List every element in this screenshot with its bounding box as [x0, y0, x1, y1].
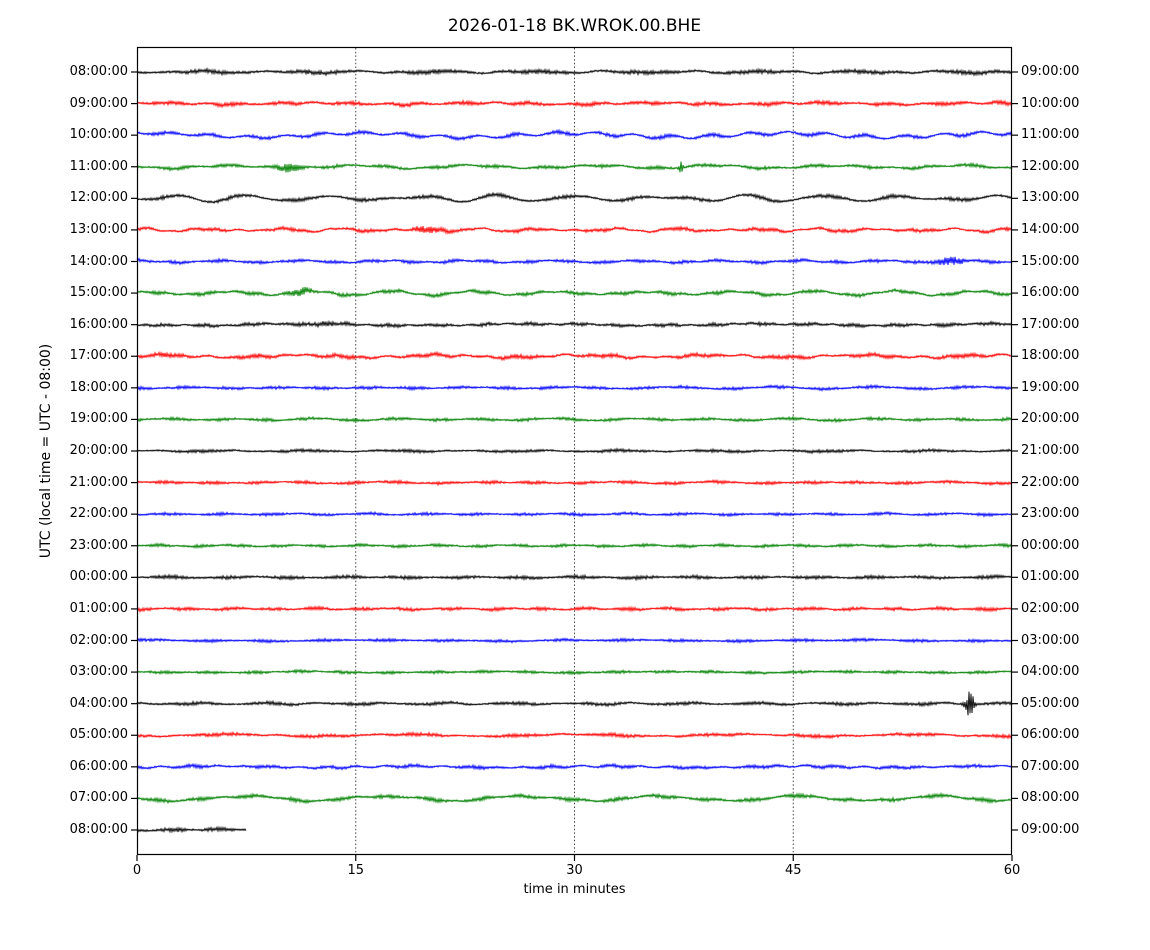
utc-start-label: 21:00:00: [69, 474, 128, 490]
utc-start-label: 13:00:00: [69, 221, 128, 237]
utc-end-label: 19:00:00: [1021, 379, 1080, 395]
trace-row: [136, 287, 1013, 299]
utc-end-label: 02:00:00: [1021, 600, 1080, 616]
utc-start-label: 23:00:00: [69, 537, 128, 553]
utc-end-label: 13:00:00: [1021, 190, 1080, 206]
utc-start-label: 05:00:00: [69, 727, 128, 743]
utc-start-label: 08:00:00: [69, 64, 128, 79]
trace-row: [136, 510, 1013, 518]
utc-start-label: 22:00:00: [69, 506, 128, 522]
utc-end-label: 10:00:00: [1021, 95, 1080, 111]
x-tick-label: 45: [784, 863, 802, 878]
utc-start-label: 20:00:00: [69, 443, 128, 458]
utc-start-label: 15:00:00: [69, 285, 128, 301]
utc-start-label: 16:00:00: [69, 316, 128, 332]
utc-end-label: 16:00:00: [1021, 285, 1080, 301]
utc-start-label: 04:00:00: [69, 695, 128, 711]
utc-end-label: 22:00:00: [1021, 474, 1080, 490]
utc-start-label: 00:00:00: [69, 569, 128, 585]
trace-row: [136, 636, 1013, 645]
utc-end-label: 03:00:00: [1021, 632, 1080, 648]
utc-start-label: 01:00:00: [69, 600, 128, 616]
utc-start-label: 03:00:00: [69, 664, 128, 680]
trace-row: [136, 225, 1013, 235]
plot-frame: [136, 46, 1013, 856]
trace-row: [136, 383, 1013, 392]
utc-end-label: 14:00:00: [1021, 221, 1080, 237]
x-tick-label: 30: [566, 863, 583, 878]
utc-end-label: 17:00:00: [1021, 316, 1080, 332]
utc-end-label: 21:00:00: [1021, 443, 1080, 458]
trace-row: [136, 825, 247, 834]
trace-row: [136, 478, 1013, 487]
trace-row: [136, 66, 1013, 77]
utc-start-label: 09:00:00: [69, 95, 128, 111]
utc-end-label: 09:00:00: [1021, 64, 1080, 79]
utc-end-label: 04:00:00: [1021, 664, 1080, 680]
utc-start-label: 08:00:00: [69, 822, 128, 837]
x-axis-label: time in minutes: [523, 882, 626, 897]
trace-row: [136, 191, 1013, 205]
trace-row: [136, 319, 1013, 329]
trace-row: [136, 161, 1013, 173]
trace-row: [136, 350, 1013, 362]
x-tick-label: 15: [347, 863, 365, 878]
utc-start-label: 06:00:00: [69, 758, 128, 774]
utc-start-label: 10:00:00: [69, 127, 128, 143]
utc-end-label: 15:00:00: [1021, 253, 1080, 269]
trace-row: [136, 762, 1013, 771]
utc-start-label: 19:00:00: [69, 411, 128, 427]
x-tick-label: 0: [132, 863, 142, 878]
utc-start-label: 14:00:00: [69, 253, 128, 269]
trace-row: [136, 730, 1013, 740]
utc-end-label: 00:00:00: [1021, 537, 1080, 553]
trace-row: [136, 447, 1013, 455]
trace-row: [136, 604, 1013, 614]
utc-start-label: 07:00:00: [69, 790, 128, 806]
utc-end-label: 09:00:00: [1021, 822, 1080, 837]
trace-row: [136, 256, 1013, 266]
utc-start-label: 12:00:00: [69, 190, 128, 206]
trace-row: [136, 668, 1013, 676]
trace-row: [136, 573, 1013, 582]
trace-row: [136, 791, 1013, 805]
utc-start-label: 02:00:00: [69, 632, 128, 648]
utc-start-label: 11:00:00: [69, 158, 128, 174]
utc-end-label: 12:00:00: [1021, 158, 1080, 174]
utc-end-label: 07:00:00: [1021, 758, 1080, 774]
trace-row: [136, 98, 1013, 109]
trace-row: [136, 128, 1013, 142]
x-tick-label: 60: [1003, 863, 1021, 878]
utc-end-label: 11:00:00: [1021, 127, 1080, 143]
trace-row: [136, 691, 1013, 716]
utc-end-label: 01:00:00: [1021, 569, 1080, 585]
trace-row: [136, 415, 1013, 424]
utc-end-label: 06:00:00: [1021, 727, 1080, 743]
utc-end-label: 23:00:00: [1021, 506, 1080, 522]
utc-end-label: 18:00:00: [1021, 348, 1080, 364]
chart-title: 2026-01-18 BK.WROK.00.BHE: [447, 16, 702, 36]
utc-end-label: 08:00:00: [1021, 790, 1080, 806]
utc-start-label: 18:00:00: [69, 379, 128, 395]
utc-start-label: 17:00:00: [69, 348, 128, 364]
trace-row: [136, 542, 1013, 550]
utc-end-label: 05:00:00: [1021, 695, 1080, 711]
utc-end-label: 20:00:00: [1021, 411, 1080, 427]
